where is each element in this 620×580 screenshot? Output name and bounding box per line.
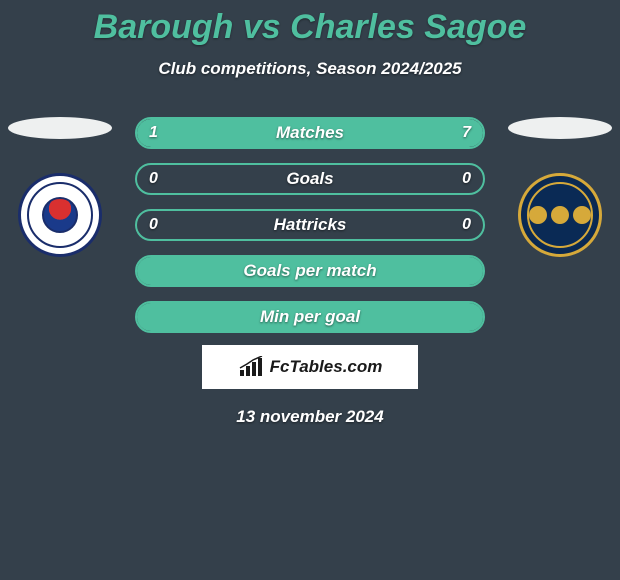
stat-label: Hattricks — [274, 215, 347, 235]
comparison-area: 1 7 Matches 0 0 Goals 0 0 Hattricks Goals per mat… — [0, 117, 620, 327]
brand-box: FcTables.com — [202, 345, 418, 389]
player-left-column — [0, 117, 120, 257]
page-title: Barough vs Charles Sagoe — [0, 0, 620, 47]
stat-value-left: 1 — [149, 124, 158, 142]
stat-row: Min per goal — [135, 301, 485, 333]
player-left-silhouette — [8, 117, 112, 139]
stat-fill-left — [137, 119, 180, 147]
stat-label: Goals per match — [243, 261, 376, 281]
player-right-silhouette — [508, 117, 612, 139]
club-badge-right — [518, 173, 602, 257]
stat-label: Min per goal — [260, 307, 360, 327]
page-subtitle: Club competitions, Season 2024/2025 — [0, 59, 620, 79]
stat-row: 1 7 Matches — [135, 117, 485, 149]
stat-label: Goals — [286, 169, 333, 189]
brand-chart-icon — [238, 356, 264, 378]
stat-row: 0 0 Goals — [135, 163, 485, 195]
club-badge-left — [18, 173, 102, 257]
stat-value-right: 0 — [462, 216, 471, 234]
stat-value-left: 0 — [149, 170, 158, 188]
stat-value-left: 0 — [149, 216, 158, 234]
stat-label: Matches — [276, 123, 344, 143]
stats-list: 1 7 Matches 0 0 Goals 0 0 Hattricks Goals per mat… — [135, 117, 485, 333]
stat-row: Goals per match — [135, 255, 485, 287]
date-text: 13 november 2024 — [0, 407, 620, 427]
stat-row: 0 0 Hattricks — [135, 209, 485, 241]
player-right-column — [500, 117, 620, 257]
brand-text: FcTables.com — [270, 357, 383, 377]
stat-value-right: 0 — [462, 170, 471, 188]
stat-value-right: 7 — [462, 124, 471, 142]
